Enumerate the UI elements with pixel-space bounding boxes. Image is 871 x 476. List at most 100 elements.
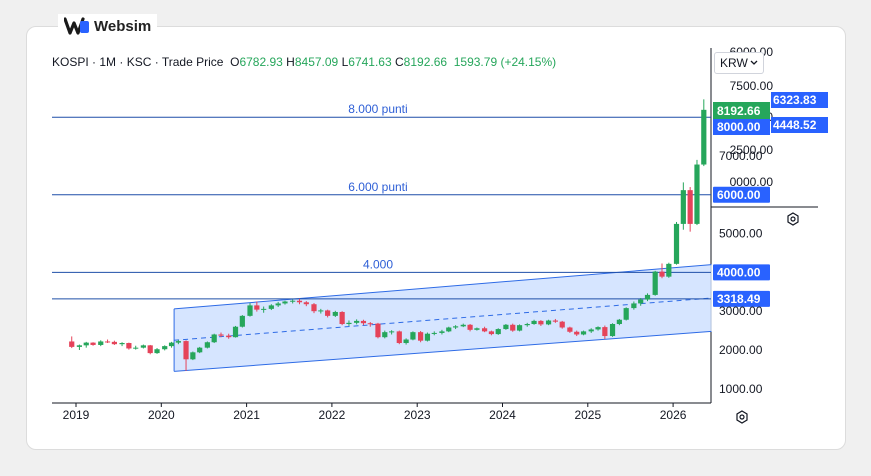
candle-body[interactable] — [332, 311, 338, 316]
candle-body[interactable] — [623, 308, 629, 320]
legend-close: 8192.66 — [403, 55, 448, 69]
candle-body[interactable] — [488, 331, 495, 335]
candle-body[interactable] — [183, 341, 189, 360]
candle-body[interactable] — [545, 320, 552, 325]
channel-lower-line[interactable] — [174, 330, 712, 372]
candle-body[interactable] — [389, 331, 395, 333]
legend-interval[interactable]: 1M — [99, 55, 117, 69]
candle-body[interactable] — [232, 326, 239, 338]
candle-body[interactable] — [588, 329, 594, 332]
candle-body[interactable] — [354, 320, 360, 323]
candle-body[interactable] — [644, 294, 651, 300]
candle-body[interactable] — [367, 323, 373, 325]
candle-body[interactable] — [168, 342, 175, 347]
candle-body[interactable] — [580, 331, 587, 335]
candle-body[interactable] — [446, 327, 452, 332]
candle-body[interactable] — [495, 329, 501, 335]
candle-body[interactable] — [403, 339, 409, 344]
candle-body[interactable] — [69, 341, 75, 347]
candle-body[interactable] — [481, 328, 488, 332]
candle-body[interactable] — [467, 324, 473, 330]
candle-body[interactable] — [567, 327, 573, 332]
candle-body[interactable] — [147, 345, 153, 354]
candle-body[interactable] — [638, 299, 644, 304]
candle-body[interactable] — [531, 320, 537, 325]
candle-body[interactable] — [339, 311, 345, 325]
currency-select[interactable]: KRW — [714, 52, 764, 74]
candle-body[interactable] — [375, 323, 381, 338]
candle-body[interactable] — [439, 331, 445, 333]
candle-body[interactable] — [98, 341, 104, 345]
candle-body[interactable] — [360, 320, 367, 324]
candle-body[interactable] — [666, 263, 672, 277]
candle-body[interactable] — [226, 335, 232, 338]
candle-body[interactable] — [574, 331, 580, 335]
candle-body[interactable] — [111, 341, 117, 345]
candle-body[interactable] — [652, 271, 658, 295]
candle-body[interactable] — [254, 305, 260, 310]
candle-body[interactable] — [133, 347, 139, 349]
candle-body[interactable] — [190, 352, 196, 360]
candle-body[interactable] — [680, 190, 686, 224]
candle-body[interactable] — [538, 320, 544, 325]
candle-body[interactable] — [83, 342, 89, 346]
candle-body[interactable] — [311, 304, 317, 312]
candle-body[interactable] — [687, 190, 693, 224]
candle-body[interactable] — [268, 305, 274, 309]
candle-body[interactable] — [175, 341, 181, 343]
candle-body[interactable] — [396, 331, 402, 344]
candle-body[interactable] — [76, 345, 83, 347]
candle-body[interactable] — [346, 322, 352, 325]
candle-body[interactable] — [247, 305, 253, 316]
candle-body[interactable] — [460, 324, 466, 327]
candle-body[interactable] — [140, 345, 146, 348]
candle-body[interactable] — [694, 164, 700, 224]
candle-body[interactable] — [602, 327, 608, 337]
candle-body[interactable] — [382, 332, 388, 338]
candle-body[interactable] — [218, 334, 224, 336]
candle-body[interactable] — [104, 341, 111, 343]
candle-body[interactable] — [595, 327, 601, 330]
candle-body[interactable] — [90, 342, 96, 345]
candle-body[interactable] — [410, 332, 416, 340]
candle-body[interactable] — [418, 332, 424, 341]
candle-body[interactable] — [431, 332, 437, 334]
candle-body[interactable] — [424, 333, 431, 341]
candle-body[interactable] — [659, 271, 665, 277]
legend-close-label: C — [395, 55, 404, 69]
candle-body[interactable] — [609, 324, 616, 337]
settings-gear-icon[interactable] — [786, 212, 800, 226]
candle-body[interactable] — [325, 310, 331, 316]
candle-body[interactable] — [275, 303, 281, 306]
candle-body[interactable] — [162, 346, 168, 350]
candle-body[interactable] — [239, 315, 245, 327]
candle-body[interactable] — [516, 325, 523, 331]
candle-body[interactable] — [296, 300, 303, 303]
axis-settings-gear-icon[interactable] — [735, 410, 749, 424]
candle-body[interactable] — [552, 320, 558, 322]
candle-body[interactable] — [318, 310, 324, 312]
candle-body[interactable] — [524, 324, 530, 326]
candle-body[interactable] — [510, 324, 516, 331]
candle-body[interactable] — [474, 328, 480, 330]
trend-channel[interactable] — [174, 264, 712, 372]
candle-body[interactable] — [197, 347, 203, 353]
candle-body[interactable] — [211, 334, 217, 343]
candle-body[interactable] — [261, 308, 267, 310]
candle-body[interactable] — [503, 324, 509, 330]
candle-body[interactable] — [204, 342, 210, 348]
brand[interactable]: Websim — [58, 14, 158, 38]
candle-body[interactable] — [303, 302, 309, 305]
candle-body[interactable] — [126, 343, 132, 349]
candle-body[interactable] — [290, 300, 296, 302]
candle-body[interactable] — [282, 301, 288, 304]
candle-body[interactable] — [701, 109, 707, 165]
candle-body[interactable] — [154, 349, 160, 354]
candle-body[interactable] — [616, 319, 622, 325]
candle-body[interactable] — [119, 343, 125, 345]
candle-body[interactable] — [673, 223, 680, 264]
candle-body[interactable] — [559, 321, 565, 328]
candle-body[interactable] — [631, 303, 637, 309]
candle-body[interactable] — [452, 326, 459, 328]
